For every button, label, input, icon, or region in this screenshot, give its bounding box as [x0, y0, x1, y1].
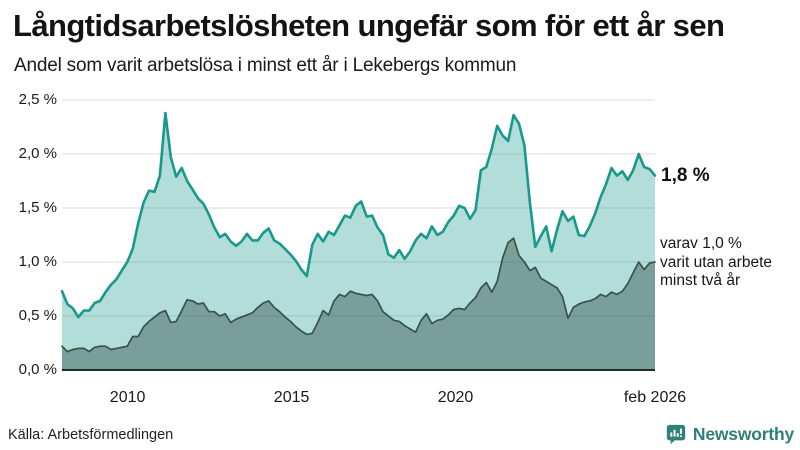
y-tick-label: 0,5 %	[18, 307, 57, 324]
series-line-1	[61, 237, 656, 353]
y-tick-label: 1,5 %	[18, 199, 57, 216]
chart-subtitle: Andel som varit arbetslösa i minst ett å…	[14, 55, 517, 76]
series-line-0	[60, 111, 657, 319]
y-tick-label: 2,5 %	[18, 91, 57, 108]
annotation-line-3: minst två år	[660, 272, 741, 289]
x-tick-label: feb 2026	[623, 389, 687, 406]
latest-value-label: 1,8 %	[661, 165, 710, 186]
page-title: Långtidsarbetslösheten ungefär som för e…	[13, 8, 725, 43]
x-tick-label: 2020	[437, 389, 474, 406]
newsworthy-brand: Newsworthy	[665, 422, 794, 446]
area-fill-1	[62, 238, 655, 370]
annotation-line-1: varav 1,0 %	[660, 235, 742, 252]
brand-name: Newsworthy	[692, 423, 794, 444]
y-tick-label: 2,0 %	[18, 145, 57, 162]
source-attribution: Källa: Arbetsförmedlingen	[8, 427, 174, 443]
y-tick-label: 0,0 %	[18, 361, 57, 378]
newsworthy-bubble-barchart-icon	[666, 424, 686, 445]
y-tick-label: 1,0 %	[18, 253, 57, 270]
x-tick-label: 2015	[273, 389, 310, 406]
chart-svg	[60, 99, 657, 371]
secondary-series-annotation: varav 1,0 % varit utan arbete minst två …	[660, 235, 800, 291]
x-tick-label: 2010	[109, 389, 146, 406]
area-fill-0	[62, 113, 655, 370]
annotation-line-2: varit utan arbete	[660, 253, 773, 271]
